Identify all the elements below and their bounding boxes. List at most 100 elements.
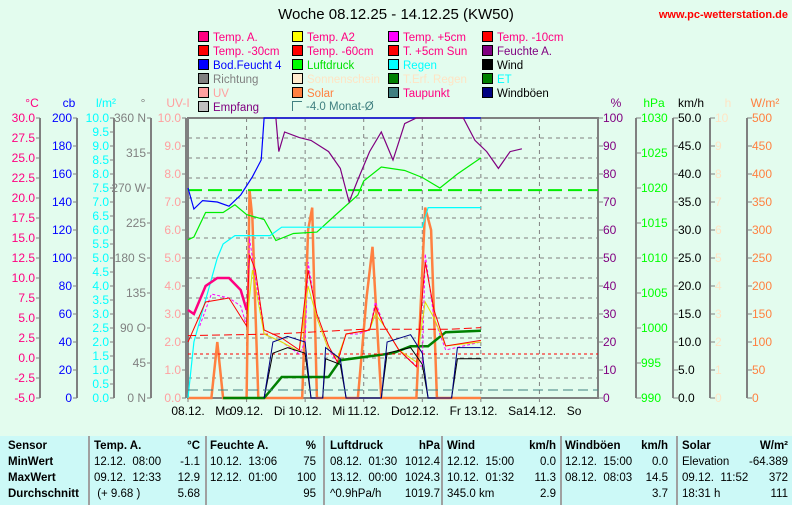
website-link[interactable]: www.pc-wetterstation.de (658, 9, 788, 21)
table-cell-value: 1024.3 (404, 472, 440, 484)
axis-tick-label: 5.0 (18, 311, 35, 325)
axis-tick-label: 30 (603, 307, 617, 321)
table-cell-value: 2.9 (540, 488, 556, 500)
axis-tick-label: 100 (603, 111, 623, 125)
axis-tick-label: 0.0 (92, 391, 109, 405)
axis-tick-label: 7.0 (92, 195, 109, 209)
axis-tick-label: 7.5 (92, 181, 109, 195)
axis-unit-: ° (141, 96, 146, 110)
axis-tick-label: 180 (52, 139, 72, 153)
legend-label: -4.0 Monat-Ø (306, 101, 374, 113)
axis-tick-label: 160 (52, 167, 72, 181)
axis-tick-label: 5.5 (92, 237, 109, 251)
axis-tick-label: 50 (752, 363, 766, 377)
series-et (223, 329, 481, 400)
table-cell-value: -64.389 (748, 456, 788, 468)
axis-tick-label: 0 (65, 391, 72, 405)
table-cell-value: 95 (303, 488, 316, 500)
x-tick-label: Mi (332, 404, 345, 418)
axis-tick-label: 1030 (641, 111, 668, 125)
axis-tick-label: 5.0 (92, 251, 109, 265)
statistics-table: Sensor MinWert MaxWert Durchschnitt Temp. A.… (0, 436, 792, 505)
axis-tick-label: 150 (752, 307, 772, 321)
axis-tick-label: 70 (603, 195, 617, 209)
table-cell-value: 111 (770, 488, 788, 500)
legend-label: T.Erf. Regen (403, 74, 467, 86)
axis-tick-label: 9 (715, 139, 722, 153)
axis-tick-label: 0 (603, 391, 610, 405)
table-cell-value: 5.68 (177, 488, 200, 500)
legend-label: Temp. -30cm (213, 46, 280, 58)
axis-unit-uv-i: UV-I (166, 96, 189, 110)
axis-tick-label: 10.0 (158, 111, 182, 125)
axis-tick-label: 350 (752, 195, 772, 209)
legend-swatch (482, 73, 493, 84)
legend-item-luftdruck: Luftdruck (292, 59, 354, 73)
legend-swatch (198, 45, 209, 56)
axis-tick-label: 10 (715, 111, 729, 125)
legend-label: UV (213, 88, 229, 100)
axis-tick-label: 0 (715, 391, 722, 405)
table-cell-time: 12.12. 08:00 (94, 456, 162, 468)
table-cell-value: 14.5 (645, 472, 668, 484)
legend-swatch (482, 87, 493, 98)
table-separator (676, 436, 678, 505)
chart-title: Woche 08.12.25 - 14.12.25 (KW50) (278, 6, 514, 23)
x-tick-label: Sa (508, 404, 523, 418)
legend-swatch (292, 59, 303, 70)
axis-tick-label: 5.0 (164, 251, 181, 265)
legend-item-uv: UV (198, 87, 229, 101)
table-cell-value: 3.7 (652, 488, 668, 500)
axis-tick-label: 1025 (641, 146, 668, 160)
axis-tick-label: 360 N (114, 111, 146, 125)
axis-tick-label: 8.0 (164, 167, 181, 181)
table-cell-value: 100 (296, 472, 316, 484)
legend-label: Taupunkt (403, 88, 450, 100)
table-cell-time: 13.12. 00:00 (330, 472, 398, 484)
axis-unit-h: h (725, 96, 732, 110)
legend-item-et: ET (482, 73, 512, 87)
x-tick-label: 10.12. (288, 404, 321, 418)
legend-swatch (292, 101, 302, 111)
axis-tick-label: 7 (715, 195, 722, 209)
axis-tick-label: 10.0 (86, 111, 110, 125)
axis-tick-label: 30.0 (12, 111, 36, 125)
axis-tick-label: 6.0 (164, 223, 181, 237)
axis-tick-label: 15.0 (12, 231, 36, 245)
axis-tick-label: 6 (715, 223, 722, 237)
axis-tick-label: 990 (641, 391, 661, 405)
legend-swatch (388, 73, 399, 84)
axis-tick-label: 25.0 (12, 151, 36, 165)
axis-tick-label: 9.0 (164, 139, 181, 153)
x-tick-label: 12.12. (406, 404, 439, 418)
series-feuchte-a (275, 117, 523, 204)
series-windb-en (263, 334, 481, 399)
axis-tick-label: 0.0 (18, 351, 35, 365)
axis-tick-label: 20 (59, 363, 73, 377)
axis-tick-label: 45.0 (678, 139, 702, 153)
row-label: MaxWert (8, 472, 56, 484)
legend-swatch (198, 87, 209, 98)
x-tick-label: Di (274, 404, 285, 418)
row-label: Durchschnitt (8, 488, 79, 500)
series-bod-feucht-4 (187, 117, 481, 211)
legend-swatch (292, 87, 303, 98)
legend-item-richtung: Richtung (198, 73, 258, 87)
table-cell-value: -1.1 (180, 456, 200, 468)
legend-item-temp-a2: Temp. A2 (292, 31, 355, 45)
legend-label: Temp. +5cm (403, 32, 466, 44)
axis-tick-label: 8.5 (92, 153, 109, 167)
axis-tick-label: 1.0 (164, 363, 181, 377)
axis-tick-label: 30.0 (678, 223, 702, 237)
axis-tick-label: 4 (715, 279, 722, 293)
table-header: Solar (682, 440, 711, 452)
table-cell-time: 345.0 km (447, 488, 495, 500)
table-cell-time: 10.12. 13:06 (210, 456, 278, 468)
axis-tick-label: 12.5 (12, 251, 36, 265)
table-unit: °C (187, 440, 200, 452)
x-tick-label: So (567, 404, 582, 418)
axis-tick-label: 40 (603, 279, 617, 293)
axis-tick-label: 9.5 (92, 125, 109, 139)
legend-item-temp-10cm: Temp. -10cm (482, 31, 563, 45)
table-cell-time: ^0.9hPa/h (330, 488, 382, 500)
